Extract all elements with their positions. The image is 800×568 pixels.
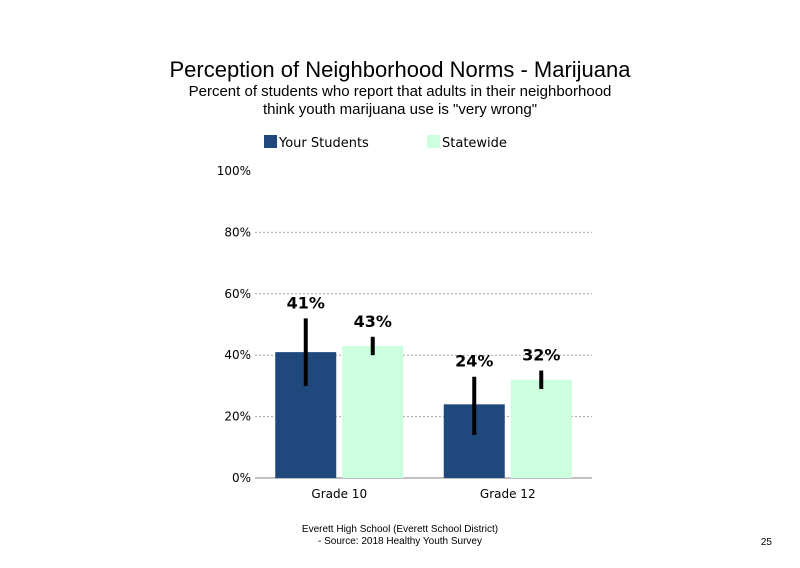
footer-school: Everett High School (Everett School Dist… [301, 524, 499, 535]
chart-subtitle: Percent of students who report that adul… [0, 83, 800, 119]
chart-subtitle-line-2: think youth marijuana use is "very wrong… [262, 101, 538, 118]
page-number: 25 [760, 537, 772, 548]
data-label: 24% [455, 352, 493, 371]
y-tick-label: 60% [224, 287, 251, 301]
bar [510, 379, 572, 478]
y-tick-label: 40% [224, 348, 251, 362]
y-tick-label: 0% [232, 471, 251, 485]
footer-survey: - Source: 2018 Healthy Youth Survey [318, 536, 482, 547]
y-tick-label: 100% [217, 164, 251, 178]
legend-swatch [264, 135, 277, 148]
legend-label: Statewide [442, 136, 507, 151]
legend-label: Your Students [278, 136, 369, 151]
data-label: 32% [522, 346, 560, 365]
footer-source: Everett High School (Everett School Dist… [250, 524, 550, 548]
chart-subtitle-line-1: Percent of students who report that adul… [188, 83, 612, 100]
data-label: 43% [354, 312, 392, 331]
x-tick-label: Grade 12 [480, 487, 536, 501]
legend-swatch [427, 135, 440, 148]
chart-title: Perception of Neighborhood Norms - Marij… [169, 57, 631, 82]
y-tick-label: 20% [224, 410, 251, 424]
y-tick-label: 80% [224, 225, 251, 239]
x-tick-label: Grade 10 [311, 487, 367, 501]
bar [342, 345, 404, 478]
data-label: 41% [287, 293, 325, 312]
